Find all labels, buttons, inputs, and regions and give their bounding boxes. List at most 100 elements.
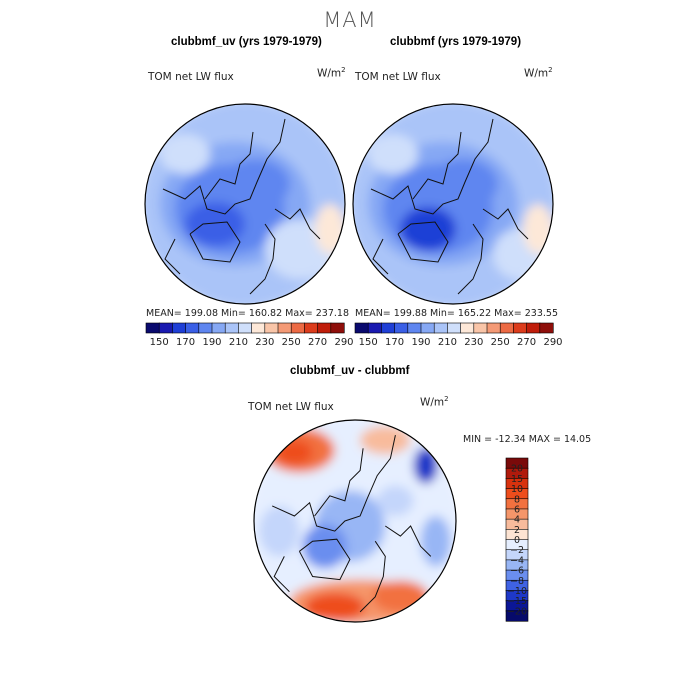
- colorbar-tick-label: 230: [464, 337, 483, 348]
- diff-title: clubbmf_uv - clubbmf: [290, 365, 410, 377]
- field-region-10: [420, 515, 451, 567]
- map-border: [352, 103, 554, 305]
- coastline-3: [359, 540, 386, 613]
- colorbar-tick-label: 4: [514, 515, 520, 526]
- colorbar-tick-label: 270: [308, 337, 327, 348]
- panel2-variable-label: TOM net LW flux: [355, 71, 441, 83]
- field-region-4: [220, 159, 290, 209]
- colorbar-swatch: [145, 322, 160, 334]
- colorbar-swatch: [158, 322, 173, 334]
- coastline-4: [385, 525, 432, 557]
- colorbar-swatch: [277, 322, 292, 334]
- colorbar-tick-label: −4: [510, 555, 524, 566]
- map-panel-1: [144, 103, 346, 305]
- colorbar-tick-label: −15: [507, 596, 527, 607]
- field-layer: [353, 104, 553, 304]
- panel2-stats: MEAN= 199.88 Min= 165.22 Max= 233.55: [355, 308, 559, 319]
- colorbar-tick-label: −10: [507, 586, 527, 597]
- colorbar-tick-label: 15: [511, 474, 523, 485]
- coastline-2: [314, 448, 364, 517]
- coastline-0: [162, 118, 286, 215]
- colorbar-swatch: [447, 322, 462, 334]
- colorbar-swatch: [172, 322, 187, 334]
- colorbar-swatch: [505, 610, 529, 622]
- coastline-4: [482, 208, 529, 240]
- colorbar-tick-label: 6: [514, 504, 520, 515]
- colorbar-tick-label: 170: [385, 337, 404, 348]
- panel1-stats: MEAN= 199.08 Min= 160.82 Max= 237.18: [146, 308, 350, 319]
- diff-variable-label: TOM net LW flux: [248, 401, 334, 413]
- coastline-0: [271, 434, 396, 532]
- colorbar-swatch: [539, 322, 554, 334]
- colorbar-swatch: [433, 322, 449, 334]
- colorbar-tick-label: 10: [511, 484, 523, 495]
- coastline-5: [273, 556, 290, 593]
- colorbar-tick-label: 2: [514, 525, 520, 536]
- coastline-1: [189, 221, 241, 263]
- coastline-3: [457, 223, 484, 295]
- field-region-6: [160, 134, 210, 174]
- colorbar-swatch: [460, 322, 475, 334]
- colorbar-tick-label: −2: [510, 545, 524, 556]
- colorbar-swatch: [224, 322, 239, 334]
- coastline-1: [298, 538, 351, 581]
- diff-units-label: W/m2: [420, 395, 449, 409]
- map-panel-2: [352, 103, 554, 305]
- field-layer: [145, 104, 345, 304]
- field-region-3: [360, 426, 411, 455]
- colorbar-swatch: [394, 322, 409, 334]
- map-panel-3: [253, 419, 457, 623]
- field-region-6: [368, 134, 418, 174]
- colorbar-tick-label: −20: [507, 606, 527, 617]
- season-title: MAM: [323, 8, 377, 32]
- colorbar-swatch: [420, 322, 435, 334]
- field-region-6: [372, 580, 429, 613]
- colorbar-tick-label: −8: [510, 576, 524, 587]
- coastlines: [370, 118, 529, 295]
- field-region-8: [302, 524, 347, 569]
- colorbar-tick-label: 230: [255, 337, 274, 348]
- coastline-1: [397, 221, 449, 263]
- colorbar-swatch: [499, 322, 515, 334]
- colorbar-tick-label: 150: [359, 337, 378, 348]
- colorbar-swatch: [317, 322, 332, 334]
- coastline-4: [274, 208, 321, 240]
- colorbar-2: 150 170 190 210 230 250 270 290: [354, 322, 563, 348]
- colorbar-tick-label: 210: [229, 337, 248, 348]
- colorbar-tick-label: 250: [282, 337, 301, 348]
- colorbar-swatch: [185, 322, 200, 334]
- colorbar-swatch: [381, 322, 396, 334]
- colorbar-swatch: [211, 322, 226, 334]
- colorbar-tick-label: 190: [411, 337, 430, 348]
- field-region-3: [185, 202, 245, 246]
- colorbar-tick-label: −6: [510, 566, 524, 577]
- coastline-0: [370, 118, 494, 215]
- colorbar-tick-label: 8: [514, 494, 520, 505]
- field-layer: [254, 420, 456, 622]
- colorbar-swatch: [354, 322, 369, 334]
- colorbar-tick-label: 290: [334, 337, 353, 348]
- map-border: [144, 103, 346, 305]
- panel2-units-label: W/m2: [524, 66, 553, 80]
- colorbar-swatch: [251, 322, 266, 334]
- colorbar-tick-label: 290: [543, 337, 562, 348]
- coastline-3: [249, 223, 276, 295]
- map-border: [253, 419, 457, 623]
- panel1-units-label: W/m2: [317, 66, 346, 80]
- colorbar-tick-label: 270: [517, 337, 536, 348]
- colorbar-tick-label: 190: [202, 337, 221, 348]
- colorbar-swatch: [290, 322, 306, 334]
- panel1-variable-label: TOM net LW flux: [148, 71, 234, 83]
- colorbar-tick-label: 250: [491, 337, 510, 348]
- coastline-5: [164, 238, 181, 275]
- colorbar-swatch: [198, 322, 213, 334]
- coastline-5: [372, 238, 389, 275]
- field-region-7: [315, 204, 345, 254]
- colorbar-swatch: [367, 322, 383, 334]
- colorbar-swatch: [486, 322, 501, 334]
- colorbar-swatch: [513, 322, 528, 334]
- colorbar-1: 150 170 190 210 230 250 270 290: [145, 322, 354, 348]
- colorbar-tick-label: 20: [511, 464, 523, 475]
